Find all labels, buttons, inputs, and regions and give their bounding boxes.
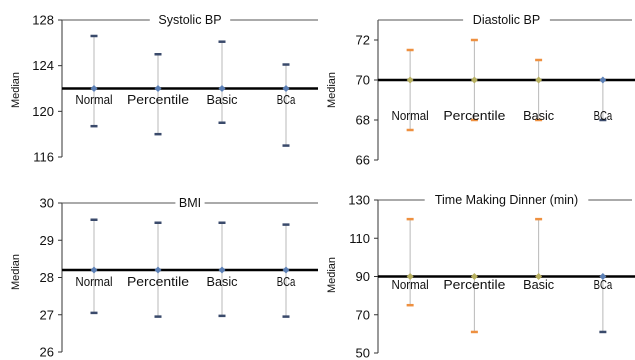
y-tick-label: 50: [356, 346, 370, 360]
chart-title: Diastolic BP: [473, 13, 540, 27]
chart-title: Time Making Dinner (min): [435, 193, 578, 207]
panel-4: 50 70 90 110 130 Median Time Making Dinner (mi…: [326, 193, 635, 360]
median-marker: [470, 76, 478, 84]
median-marker: [282, 85, 290, 92]
y-tick-label: 110: [349, 231, 370, 246]
y-tick-label: 128: [32, 13, 54, 28]
y-axis-title: Median: [326, 257, 338, 293]
y-axis-title: Median: [10, 254, 22, 290]
median-marker: [470, 273, 478, 280]
y-tick-label: 120: [32, 104, 54, 119]
median-marker: [599, 76, 607, 84]
category-label: BCa: [594, 108, 613, 123]
median-marker: [535, 273, 543, 280]
median-marker: [154, 85, 162, 92]
y-tick-label: 68: [356, 113, 370, 128]
y-tick-label: 124: [32, 58, 54, 73]
y-tick-label: 28: [40, 270, 54, 285]
category-label: BCa: [277, 274, 296, 289]
y-tick-label: 116: [33, 150, 54, 165]
median-marker: [90, 266, 98, 274]
y-tick-label: 66: [356, 153, 370, 168]
median-marker: [90, 85, 98, 92]
y-tick-label: 70: [356, 307, 370, 322]
median-marker: [599, 273, 607, 280]
panel-1: 116 120 124 128 Median Systolic BP Normal Perce…: [10, 13, 318, 165]
category-label: Percentile: [127, 274, 189, 289]
median-marker: [282, 266, 290, 274]
y-tick-label: 26: [40, 345, 54, 360]
category-label: Normal: [392, 108, 429, 123]
y-axis-title: Median: [326, 72, 338, 108]
y-tick-label: 90: [356, 269, 370, 284]
y-tick-label: 130: [348, 193, 370, 208]
category-label: Percentile: [127, 92, 189, 107]
category-label: Percentile: [443, 108, 505, 123]
y-tick-label: 30: [40, 196, 54, 211]
category-label: Basic: [523, 277, 554, 292]
median-marker: [154, 266, 162, 274]
y-tick-label: 29: [40, 233, 54, 248]
category-label: Basic: [523, 108, 554, 123]
y-tick-label: 70: [356, 73, 370, 88]
category-label: Basic: [207, 274, 238, 289]
category-label: Normal: [75, 92, 112, 107]
category-label: Percentile: [443, 277, 505, 292]
chart-title: Systolic BP: [158, 13, 221, 27]
category-label: Normal: [392, 277, 429, 292]
y-axis-title: Median: [10, 72, 22, 108]
median-marker: [218, 85, 226, 92]
y-tick-label: 72: [356, 33, 370, 48]
median-marker: [218, 266, 226, 274]
panel-2: 66 68 70 72 Median Diastolic BP Normal Percenti…: [326, 13, 635, 168]
median-marker: [406, 76, 414, 84]
y-tick-label: 27: [40, 307, 54, 322]
panel-3: 26 27 28 29 30 Median BMI Normal Percentile Basic…: [10, 196, 318, 360]
median-marker: [406, 273, 414, 280]
category-label: Normal: [75, 274, 112, 289]
category-label: BCa: [277, 92, 296, 107]
chart-title: BMI: [179, 196, 201, 210]
median-marker: [535, 76, 543, 84]
category-label: BCa: [594, 277, 613, 292]
category-label: Basic: [207, 92, 238, 107]
